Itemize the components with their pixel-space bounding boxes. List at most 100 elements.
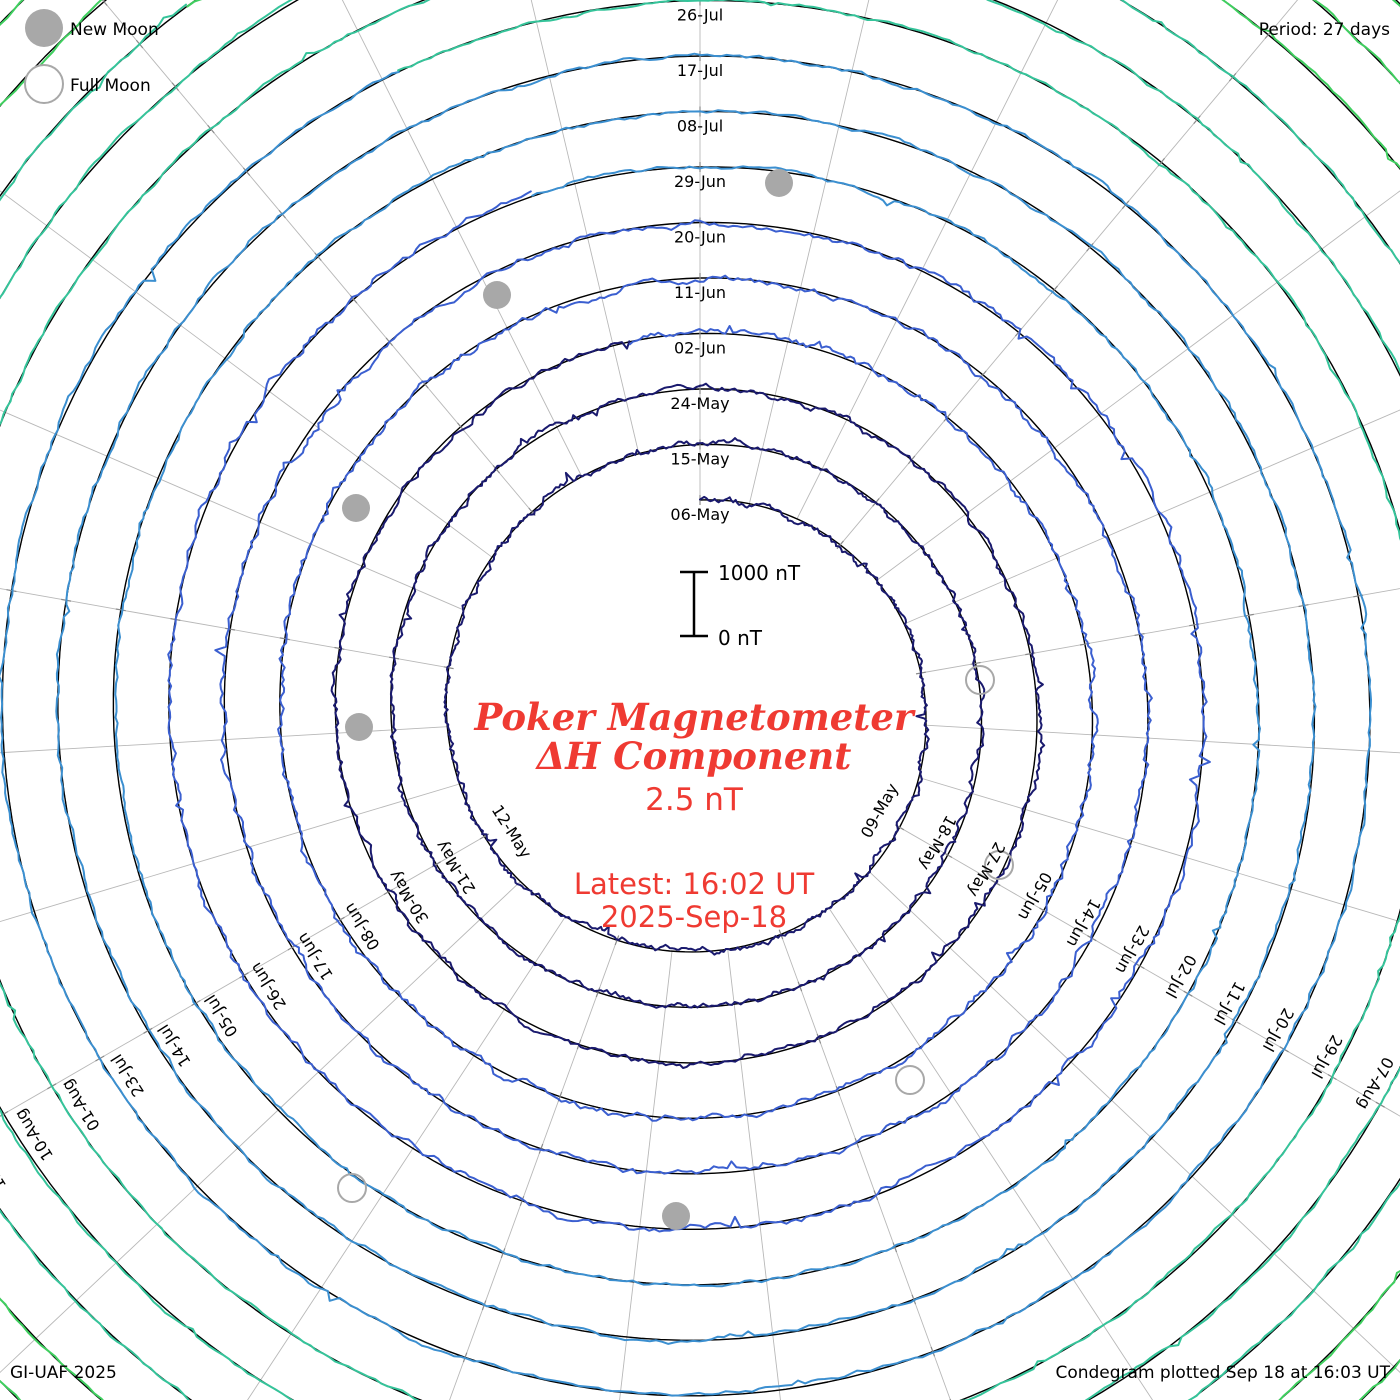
baseline-tick: [101, 0, 108, 6]
grid-spoke: [748, 0, 870, 505]
baseline-spiral-turn: [700, 0, 1400, 1400]
baseline-tick: [1193, 115, 1201, 124]
date-label-10-aug: 10-Aug: [10, 1106, 57, 1164]
date-label-17-jun: 17-Jun: [293, 929, 337, 983]
new-moon-marker: [765, 169, 793, 197]
date-label-23-jul: 23-Jul: [107, 1051, 148, 1100]
grid-spoke: [0, 588, 450, 669]
grid-spoke: [247, 916, 566, 1400]
grid-spoke: [0, 409, 465, 611]
baseline-tick: [191, 999, 201, 1007]
grid-spoke: [619, 950, 673, 1400]
date-label-02-jun: 02-Jun: [674, 339, 726, 358]
date-label-29-jun: 29-Jun: [674, 172, 726, 191]
baseline-tick: [171, 82, 179, 91]
grid-spoke: [727, 948, 781, 1400]
baseline-spiral-turn: [168, 166, 1205, 1230]
baseline-tick: [225, 627, 236, 631]
baseline-tick: [492, 465, 501, 474]
date-label-15-may: 15-May: [670, 450, 729, 469]
grid-spoke: [828, 907, 1154, 1400]
date-label-06-may: 06-May: [670, 505, 729, 524]
baseline-tick: [892, 1242, 898, 1253]
grid-spoke: [0, 783, 460, 923]
grid-spiral-minor: [57, 55, 1371, 1397]
date-label-02-jul: 02-Jul: [1161, 951, 1200, 1001]
grid-spoke: [920, 588, 1400, 674]
baseline-tick: [970, 661, 981, 665]
baseline-tick: [334, 646, 345, 650]
grid-spoke: [796, 0, 1059, 520]
baseline-tick: [239, 972, 249, 979]
baseline-tick: [836, 540, 844, 550]
baseline-tick: [1135, 962, 1145, 970]
moon-markers: [337, 169, 1014, 1230]
grid-spoke: [0, 836, 485, 1117]
grid-spoke: [839, 0, 1299, 546]
baseline-tick: [115, 608, 126, 612]
baseline-tick: [0, 1110, 9, 1117]
full-moon-marker: [965, 665, 995, 695]
grid-spoke: [868, 871, 1400, 1373]
date-label-11-jun: 11-Jun: [674, 283, 726, 302]
trace-1: [167, 190, 1211, 1233]
baseline-tick: [143, 1027, 153, 1034]
baseline-tick: [314, 252, 322, 261]
date-label-26-jul: 26-Jul: [677, 6, 723, 25]
date-label-24-may: 24-May: [670, 394, 729, 413]
baseline-tick: [943, 413, 951, 422]
grid-spoke: [925, 724, 1400, 754]
full-moon-marker: [984, 850, 1014, 880]
baseline-spiral-turn: [57, 55, 1316, 1341]
grid-spoke: [899, 826, 1400, 1117]
baseline-tick: [1086, 243, 1094, 252]
date-label-08-jul: 08-Jul: [677, 117, 723, 136]
grid-spiral-minor: [1, 55, 1371, 1397]
new-moon-marker: [345, 713, 373, 741]
grid-spiral-minor: [445, 443, 982, 1008]
baseline-tick: [443, 666, 454, 670]
date-label-26-jun: 26-Jun: [246, 959, 290, 1013]
baseline-tick: [6, 589, 17, 593]
baseline-tick: [595, 987, 601, 998]
grid-spiral-minor: [168, 166, 1230, 1230]
full-moon-marker: [895, 1065, 925, 1095]
date-label-19-aug: 19-Aug: [0, 1135, 10, 1193]
baseline-tick: [930, 1346, 936, 1357]
date-label-14-jul: 14-Jul: [154, 1021, 195, 1070]
baseline-tick: [519, 1196, 525, 1206]
grid-spoke: [341, 0, 583, 478]
grid-spoke: [903, 409, 1400, 625]
new-moon-marker: [342, 494, 370, 522]
date-label-17-jul: 17-Jul: [677, 61, 723, 80]
baseline-tick: [835, 1085, 841, 1096]
baseline-tick: [242, 167, 251, 176]
baseline-tick: [279, 637, 290, 641]
baseline-spiral-turn: [223, 221, 1149, 1175]
date-label-20-jul: 20-Jul: [1259, 1005, 1298, 1055]
grid-spoke: [530, 0, 640, 455]
baseline-tick: [1025, 652, 1036, 656]
date-label-20-jun: 20-Jun: [674, 228, 726, 247]
new-moon-marker: [483, 281, 511, 309]
trace-2: [0, 52, 1372, 1397]
baseline-spiral-turn: [445, 443, 927, 953]
full-moon-marker: [337, 1173, 367, 1203]
grid-spoke: [780, 933, 951, 1400]
grid-spoke: [876, 190, 1400, 581]
baseline-spiral-turn: [390, 388, 983, 1009]
new-moon-marker: [662, 1202, 690, 1230]
trace-0: [330, 340, 1046, 1069]
grid-spoke: [449, 939, 618, 1400]
grid-spoke: [0, 726, 448, 754]
grid-spoke: [918, 777, 1400, 923]
